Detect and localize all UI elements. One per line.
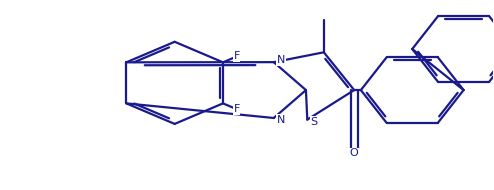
Text: N: N xyxy=(277,115,285,125)
Text: F: F xyxy=(234,104,240,114)
Text: S: S xyxy=(310,117,317,127)
Text: O: O xyxy=(350,148,359,158)
Text: F: F xyxy=(234,51,240,62)
Text: N: N xyxy=(277,55,285,65)
